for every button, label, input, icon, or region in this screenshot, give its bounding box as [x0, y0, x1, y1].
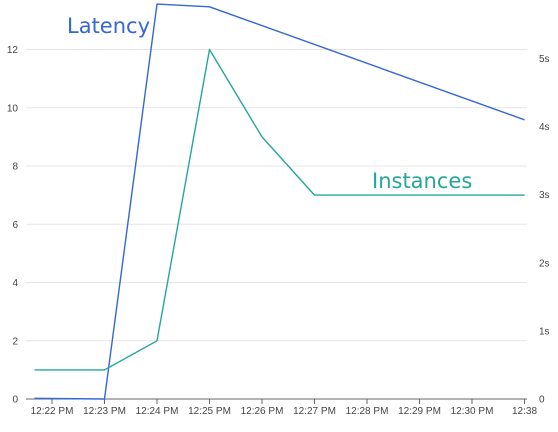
- y-left-tick-label: 8: [12, 162, 18, 173]
- y-left-tick-label: 2: [12, 336, 18, 347]
- y-right-tick-label: 3s: [539, 190, 550, 201]
- y-left-tick-label: 6: [12, 220, 18, 231]
- x-tick-label: 12:22 PM: [31, 406, 74, 417]
- x-tick-label: 12:29 PM: [398, 406, 441, 417]
- y-right-tick-label: 1s: [539, 326, 550, 337]
- y-left-tick-label: 12: [7, 45, 19, 56]
- y-right-tick-label: 5s: [539, 54, 550, 65]
- axes: 0 2 4 6 8 10 12 0 1s 2s 3s 4s 5s 12:22 PM 12:23 PM 12:2…: [7, 45, 550, 417]
- y-right-tick-label: 2s: [539, 258, 550, 269]
- x-tick-label: 12:23 PM: [83, 406, 126, 417]
- y-left-tick-label: 0: [12, 395, 18, 406]
- x-tick-label: 12:30 PM: [451, 406, 494, 417]
- x-tick-label: 12:26 PM: [241, 406, 284, 417]
- x-tick-label: 12:38: [512, 406, 537, 417]
- series-lines: [34, 3, 525, 400]
- y-right-tick-label: 0: [539, 395, 545, 406]
- y-left-tick-label: 4: [12, 278, 18, 289]
- series-label-latency: Latency: [67, 14, 150, 38]
- x-tick-label: 12:25 PM: [188, 406, 231, 417]
- x-tick-label: 12:27 PM: [293, 406, 336, 417]
- y-right-tick-label: 4s: [539, 122, 550, 133]
- x-tick-label: 12:28 PM: [346, 406, 389, 417]
- x-tick-label: 12:24 PM: [136, 406, 179, 417]
- series-line-instances: [34, 48, 525, 371]
- gridlines: [26, 49, 527, 400]
- series-labels: Latency Instances: [67, 14, 472, 193]
- y-left-tick-label: 10: [7, 103, 19, 114]
- series-label-instances: Instances: [372, 169, 472, 193]
- series-line-latency: [34, 3, 525, 400]
